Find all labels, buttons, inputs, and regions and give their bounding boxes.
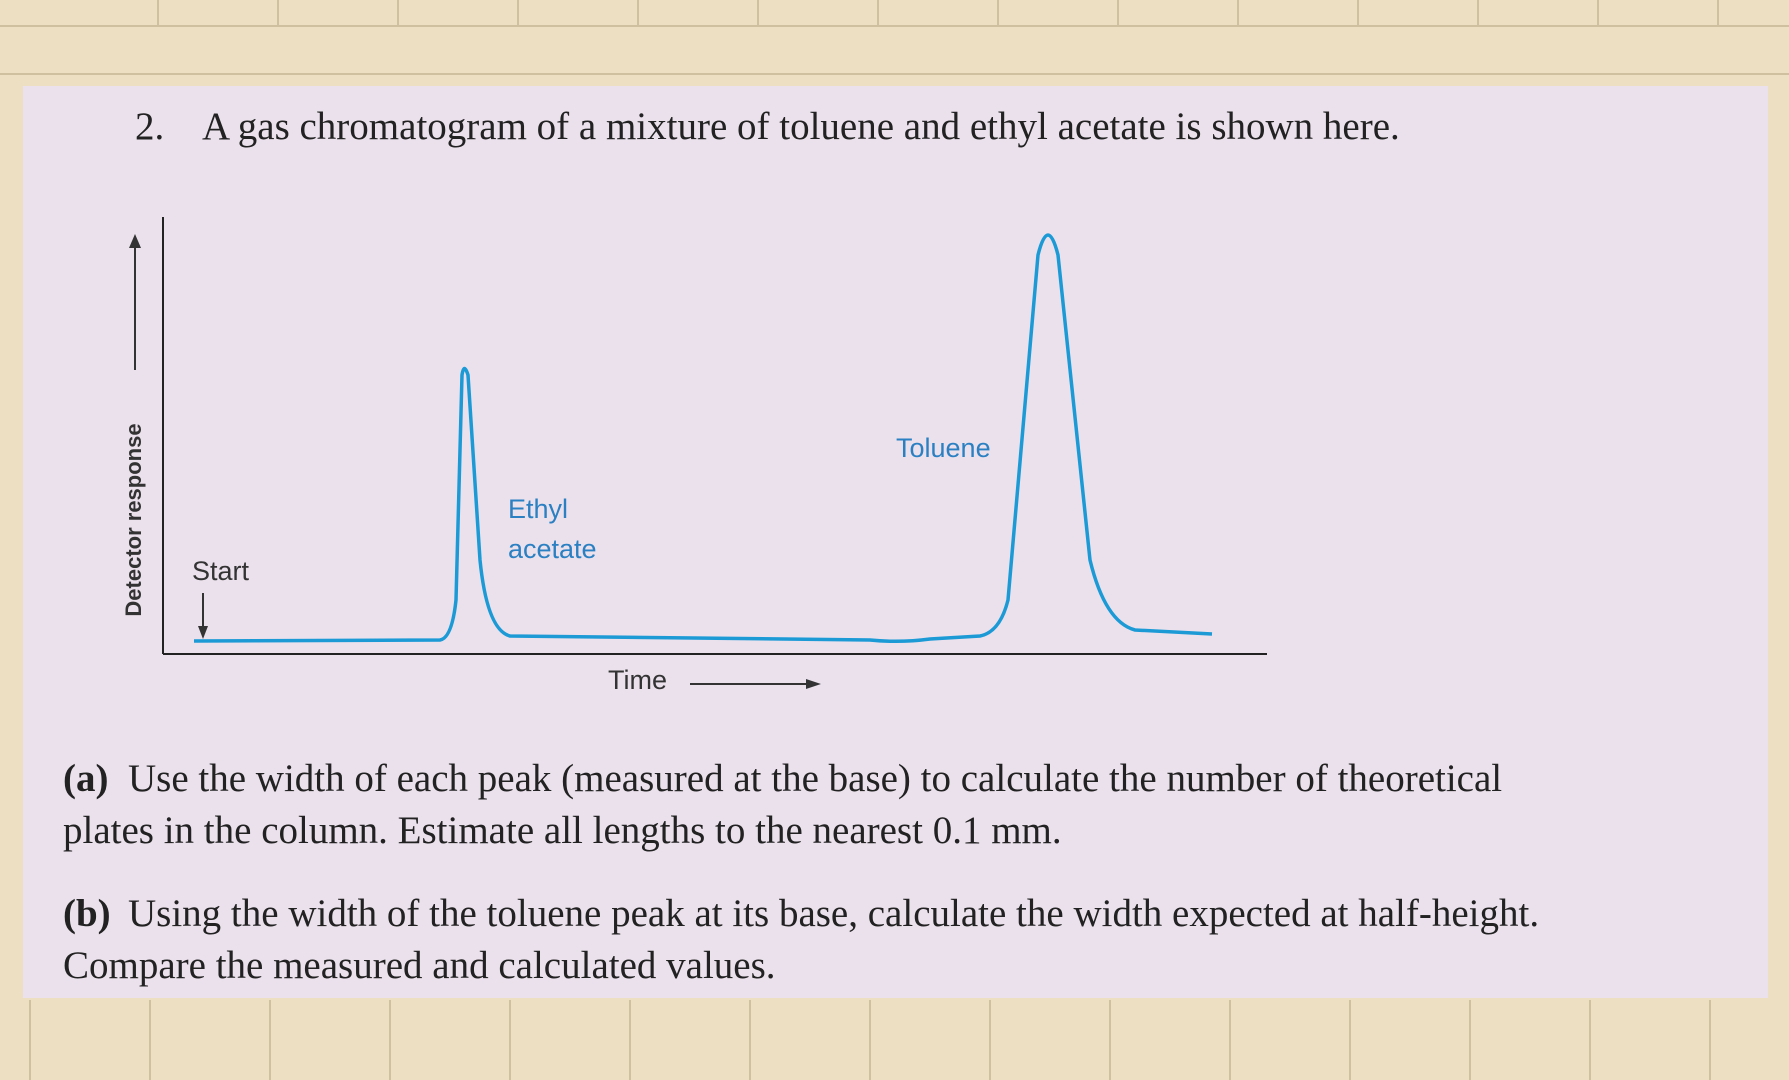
part-text: Compare the measured and calculated valu… xyxy=(63,944,776,987)
question-number: 2. xyxy=(135,105,165,148)
y-axis-label: Detector response xyxy=(121,423,146,616)
y-axis-arrowhead xyxy=(129,234,141,248)
part-label: (a) xyxy=(63,757,109,800)
chromatogram-trace xyxy=(193,233,1213,644)
start-arrowhead xyxy=(198,626,208,639)
part-text: plates in the column. Estimate all lengt… xyxy=(63,809,1062,852)
question-prompt: A gas chromatogram of a mixture of tolue… xyxy=(202,105,1400,148)
peak-label: Ethyl xyxy=(508,494,568,524)
part-text: Use the width of each peak (measured at … xyxy=(128,757,1503,800)
peak-label: acetate xyxy=(508,534,597,564)
x-axis-label: Time xyxy=(608,665,667,695)
question-panel xyxy=(23,86,1768,998)
part-label: (b) xyxy=(63,892,111,935)
peak-label: Toluene xyxy=(896,433,991,463)
x-axis-arrowhead xyxy=(806,679,821,689)
part-text: Using the width of the toluene peak at i… xyxy=(128,892,1540,935)
start-label: Start xyxy=(192,556,250,586)
